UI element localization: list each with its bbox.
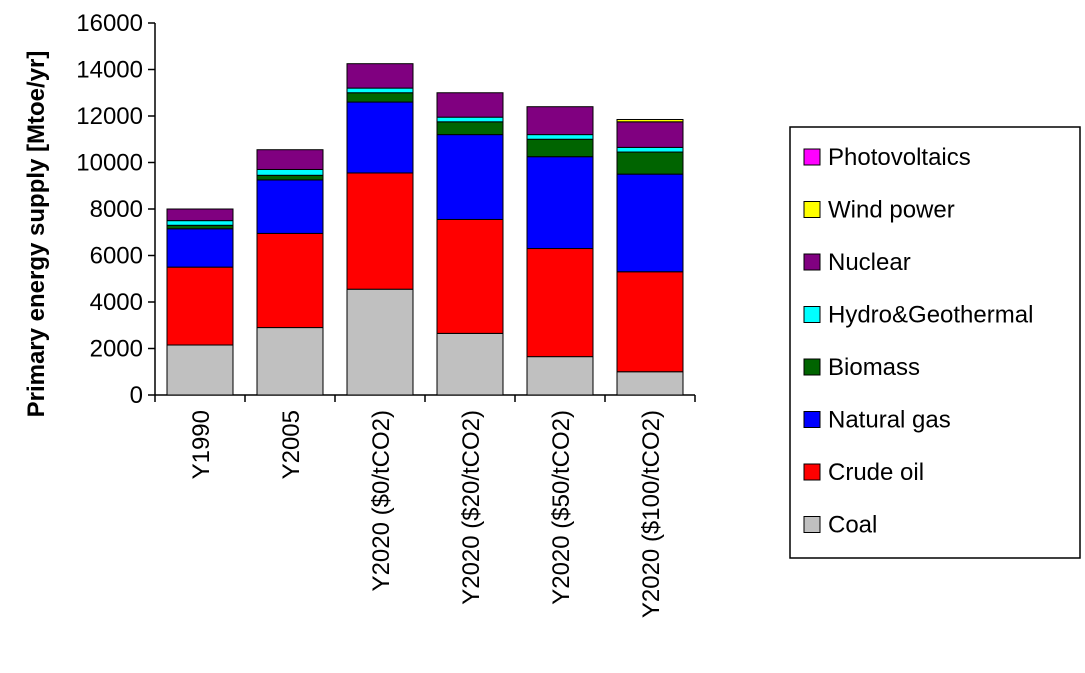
y-tick-label: 10000: [76, 150, 143, 177]
bar-segment-natural-gas: [526, 156, 594, 250]
bar-segment-nuclear: [526, 106, 594, 136]
bar-segment-hydro-geothermal: [256, 168, 324, 176]
legend-swatch: [803, 201, 821, 218]
x-category-label: Y2020 ($50/tCO2): [548, 410, 575, 605]
y-tick-label: 8000: [90, 196, 143, 223]
bar-segment-biomass: [256, 174, 324, 181]
y-tick-label: 4000: [90, 289, 143, 316]
legend-label: Photovoltaics: [828, 144, 971, 171]
bar-segment-natural-gas: [616, 173, 684, 273]
bar-segment-biomass: [616, 151, 684, 175]
legend-swatch: [803, 358, 821, 376]
bar-segment-crude-oil: [346, 172, 414, 290]
legend-label: Coal: [828, 512, 877, 539]
bar-segment-coal: [616, 371, 684, 396]
legend-label: Natural gas: [828, 407, 951, 434]
x-category-label: Y1990: [188, 410, 215, 479]
legend-swatch: [803, 148, 821, 166]
bar-segment-nuclear: [256, 149, 324, 170]
y-tick-label: 6000: [90, 243, 143, 270]
y-axis-title: Primary energy supply [Mtoe/yr]: [23, 51, 50, 418]
legend-label: Hydro&Geothermal: [828, 302, 1033, 329]
bar-segment-crude-oil: [166, 266, 234, 346]
bar-segment-nuclear: [436, 92, 504, 118]
bar-segment-coal: [526, 356, 594, 396]
y-tick-label: 0: [130, 382, 143, 409]
bar-segment-hydro-geothermal: [526, 134, 594, 140]
y-tick-label: 2000: [90, 336, 143, 363]
legend-box: [789, 126, 1081, 559]
bar-segment-biomass: [166, 224, 234, 230]
legend-label: Biomass: [828, 354, 920, 381]
bar-segment-biomass: [526, 138, 594, 158]
legend-label: Wind power: [828, 197, 955, 224]
bar-segment-crude-oil: [436, 218, 504, 334]
y-tick-label: 12000: [76, 103, 143, 130]
y-tick-label: 16000: [76, 10, 143, 37]
legend-label: Nuclear: [828, 249, 911, 276]
x-category-label: Y2020 ($0/tCO2): [368, 410, 395, 591]
bar-segment-wind-power: [616, 118, 684, 123]
legend-swatch: [803, 516, 821, 533]
bar-segment-hydro-geothermal: [166, 220, 234, 226]
bar-segment-natural-gas: [346, 101, 414, 174]
y-tick-label: 14000: [76, 57, 143, 84]
bar-segment-coal: [346, 288, 414, 396]
bar-segment-nuclear: [616, 121, 684, 148]
bar-segment-crude-oil: [526, 248, 594, 358]
bar-segment-nuclear: [166, 208, 234, 222]
bar-segment-coal: [256, 327, 324, 396]
bar-segment-coal: [166, 344, 234, 396]
bar-segment-hydro-geothermal: [616, 146, 684, 153]
legend-swatch: [803, 253, 821, 271]
bar-segment-biomass: [436, 121, 504, 136]
bar-segment-biomass: [346, 92, 414, 103]
bar-segment-crude-oil: [616, 271, 684, 373]
x-category-label: Y2005: [278, 410, 305, 479]
legend-swatch: [803, 411, 821, 428]
legend-label: Crude oil: [828, 459, 924, 486]
bar-segment-nuclear: [346, 63, 414, 89]
legend-swatch: [803, 306, 821, 323]
bar-segment-hydro-geothermal: [436, 116, 504, 123]
bar-segment-natural-gas: [256, 179, 324, 234]
bar-segment-crude-oil: [256, 232, 324, 329]
legend-swatch: [803, 463, 821, 481]
bar-segment-hydro-geothermal: [346, 87, 414, 94]
bar-segment-coal: [436, 332, 504, 396]
bar-segment-natural-gas: [436, 134, 504, 220]
bar-segment-natural-gas: [166, 228, 234, 268]
x-category-label: Y2020 ($100/tCO2): [638, 410, 665, 618]
x-category-label: Y2020 ($20/tCO2): [458, 410, 485, 605]
